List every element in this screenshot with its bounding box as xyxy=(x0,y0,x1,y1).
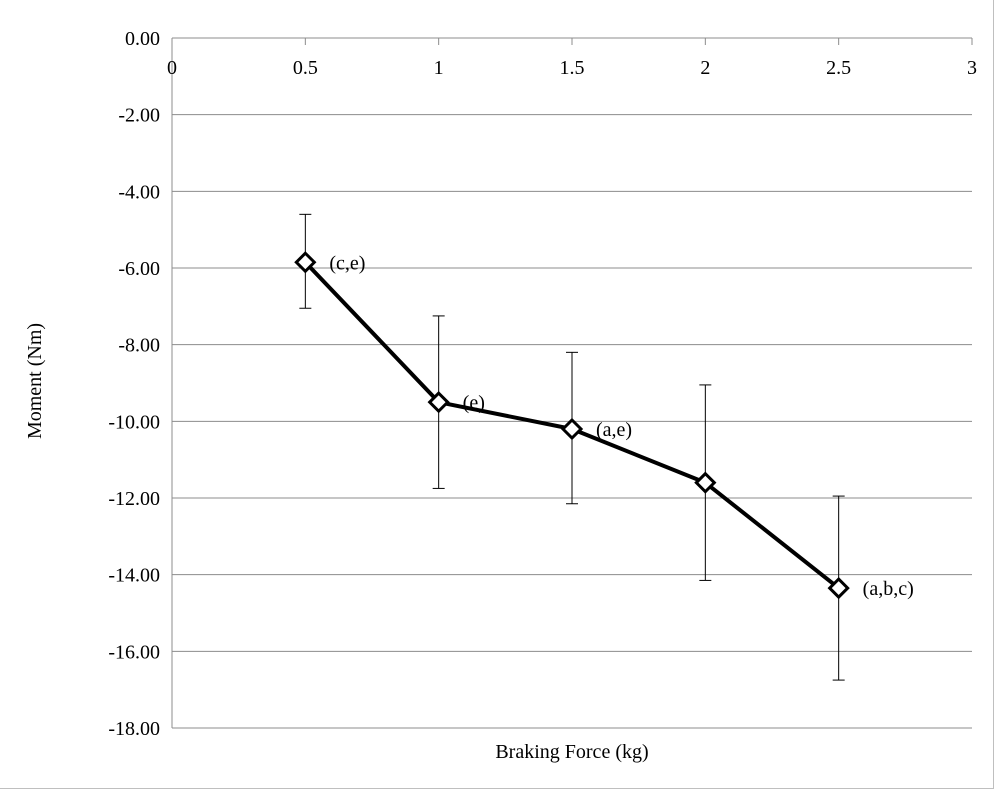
x-tick-label: 1.5 xyxy=(560,57,585,79)
x-tick-label: 2 xyxy=(700,57,710,79)
data-point-marker xyxy=(827,576,850,600)
y-tick-label: -18.00 xyxy=(108,718,160,740)
data-label: (a,b,c) xyxy=(863,578,914,600)
error-bars xyxy=(299,213,845,681)
data-point-marker xyxy=(694,471,717,494)
tick-labels: 0.00 -2.00 -4.00 -6.00 -8.00 -10.00 -12.00 -14.… xyxy=(108,28,977,740)
y-axis-title: Moment (Nm) xyxy=(24,323,46,439)
data-point-marker xyxy=(560,417,584,441)
y-tick-label: -4.00 xyxy=(118,181,160,203)
y-tick-label: 0.00 xyxy=(125,28,160,50)
y-tick-label: -14.00 xyxy=(108,565,160,587)
data-label: (e) xyxy=(463,392,485,414)
x-tick-label: 1 xyxy=(434,57,444,79)
x-tick-label: 2.5 xyxy=(826,57,851,79)
y-tick-label: -6.00 xyxy=(118,258,160,280)
series xyxy=(294,251,850,600)
x-tick-label: 3 xyxy=(967,57,977,79)
data-point-marker xyxy=(294,251,317,274)
data-point-marker xyxy=(427,391,450,414)
x-tick-label: 0 xyxy=(167,57,177,79)
axes xyxy=(171,37,973,728)
x-tick-label: 0.5 xyxy=(293,57,318,79)
y-tick-label: -2.00 xyxy=(118,105,160,127)
x-axis-title: Braking Force (kg) xyxy=(495,741,648,763)
data-labels: (c,e) (e) (a,e) (a,b,c) xyxy=(329,252,913,600)
y-tick-label: -8.00 xyxy=(118,335,160,357)
y-tick-label: -12.00 xyxy=(108,488,160,510)
y-tick-label: -16.00 xyxy=(108,641,160,663)
y-tick-label: -10.00 xyxy=(108,411,160,433)
data-label: (a,e) xyxy=(596,419,632,441)
data-label: (c,e) xyxy=(329,252,365,274)
